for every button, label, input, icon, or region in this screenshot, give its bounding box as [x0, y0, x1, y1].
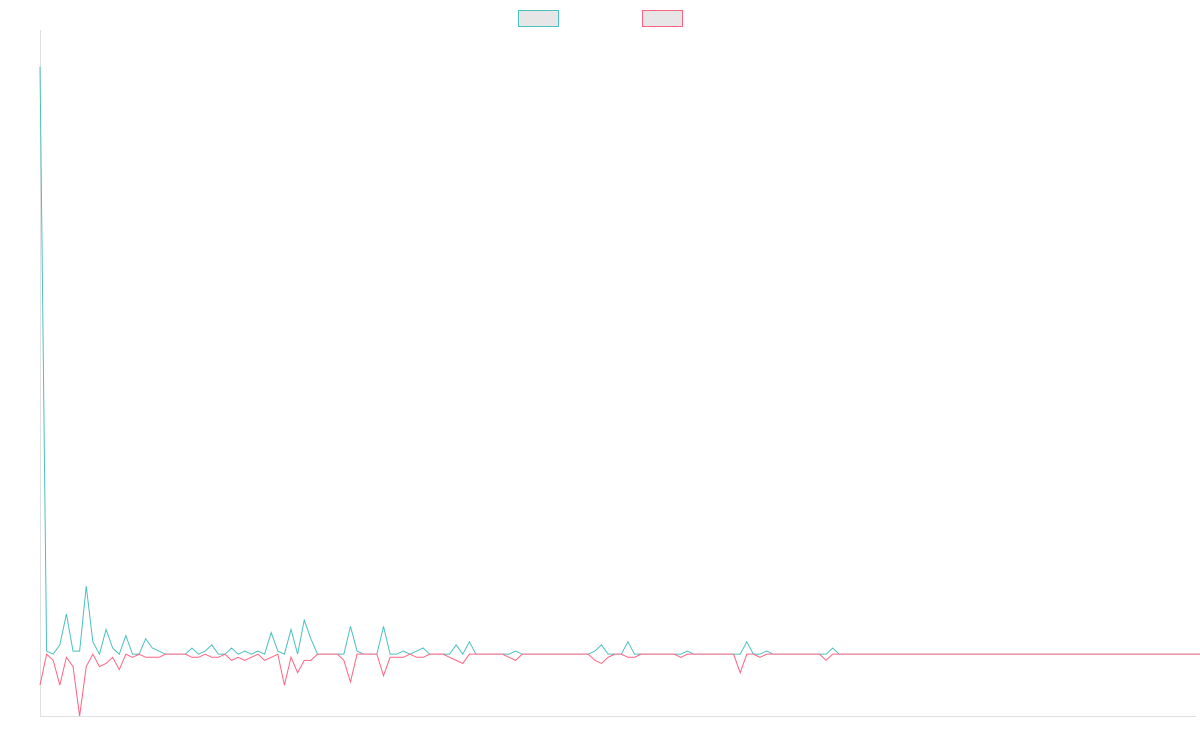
series-line-1 [39, 66, 1200, 656]
plot-area [39, 66, 1200, 717]
legend [518, 10, 683, 27]
legend-swatch-series-1[interactable] [518, 10, 559, 27]
legend-swatch-series-2[interactable] [642, 10, 683, 27]
chart-axes [40, 30, 1196, 717]
series-line-2 [39, 653, 1200, 717]
